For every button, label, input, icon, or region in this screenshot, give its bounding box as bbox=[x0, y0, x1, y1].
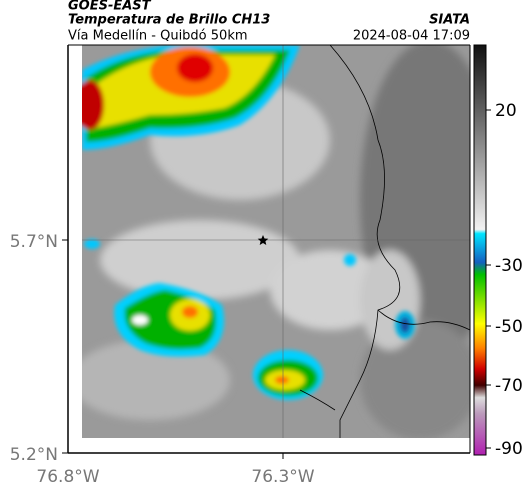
colorbar-tick: -70 bbox=[495, 376, 523, 396]
lat-label: 5.7°N bbox=[10, 232, 58, 252]
satellite: GOES-EAST bbox=[68, 0, 152, 14]
satellite-image bbox=[82, 45, 470, 438]
colorbar-tick: -30 bbox=[495, 256, 523, 276]
source: SIATA bbox=[429, 13, 470, 28]
lon-label: 76.8°W bbox=[36, 467, 99, 487]
region: Vía Medellín - Quibdó 50km bbox=[68, 29, 248, 44]
colorbar-tick: 20 bbox=[495, 101, 517, 121]
lon-label: 76.3°W bbox=[251, 467, 314, 487]
datetime: 2024-08-04 17:09 bbox=[353, 29, 470, 44]
colorbar-tick: -90 bbox=[495, 439, 523, 459]
colorbar-tick: -50 bbox=[495, 317, 523, 337]
product: Temperatura de Brillo CH13 bbox=[68, 13, 270, 28]
lat-label: 5.2°N bbox=[10, 445, 58, 465]
colorbar bbox=[473, 44, 487, 456]
